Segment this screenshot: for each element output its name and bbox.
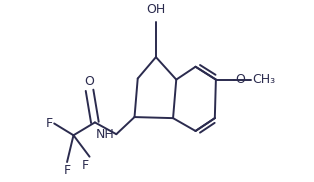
Text: O: O <box>84 75 95 88</box>
Text: CH₃: CH₃ <box>252 73 275 86</box>
Text: F: F <box>46 117 53 130</box>
Text: F: F <box>63 164 71 177</box>
Text: OH: OH <box>146 3 165 16</box>
Text: NH: NH <box>95 128 114 141</box>
Text: F: F <box>81 159 89 172</box>
Text: O: O <box>235 73 245 86</box>
